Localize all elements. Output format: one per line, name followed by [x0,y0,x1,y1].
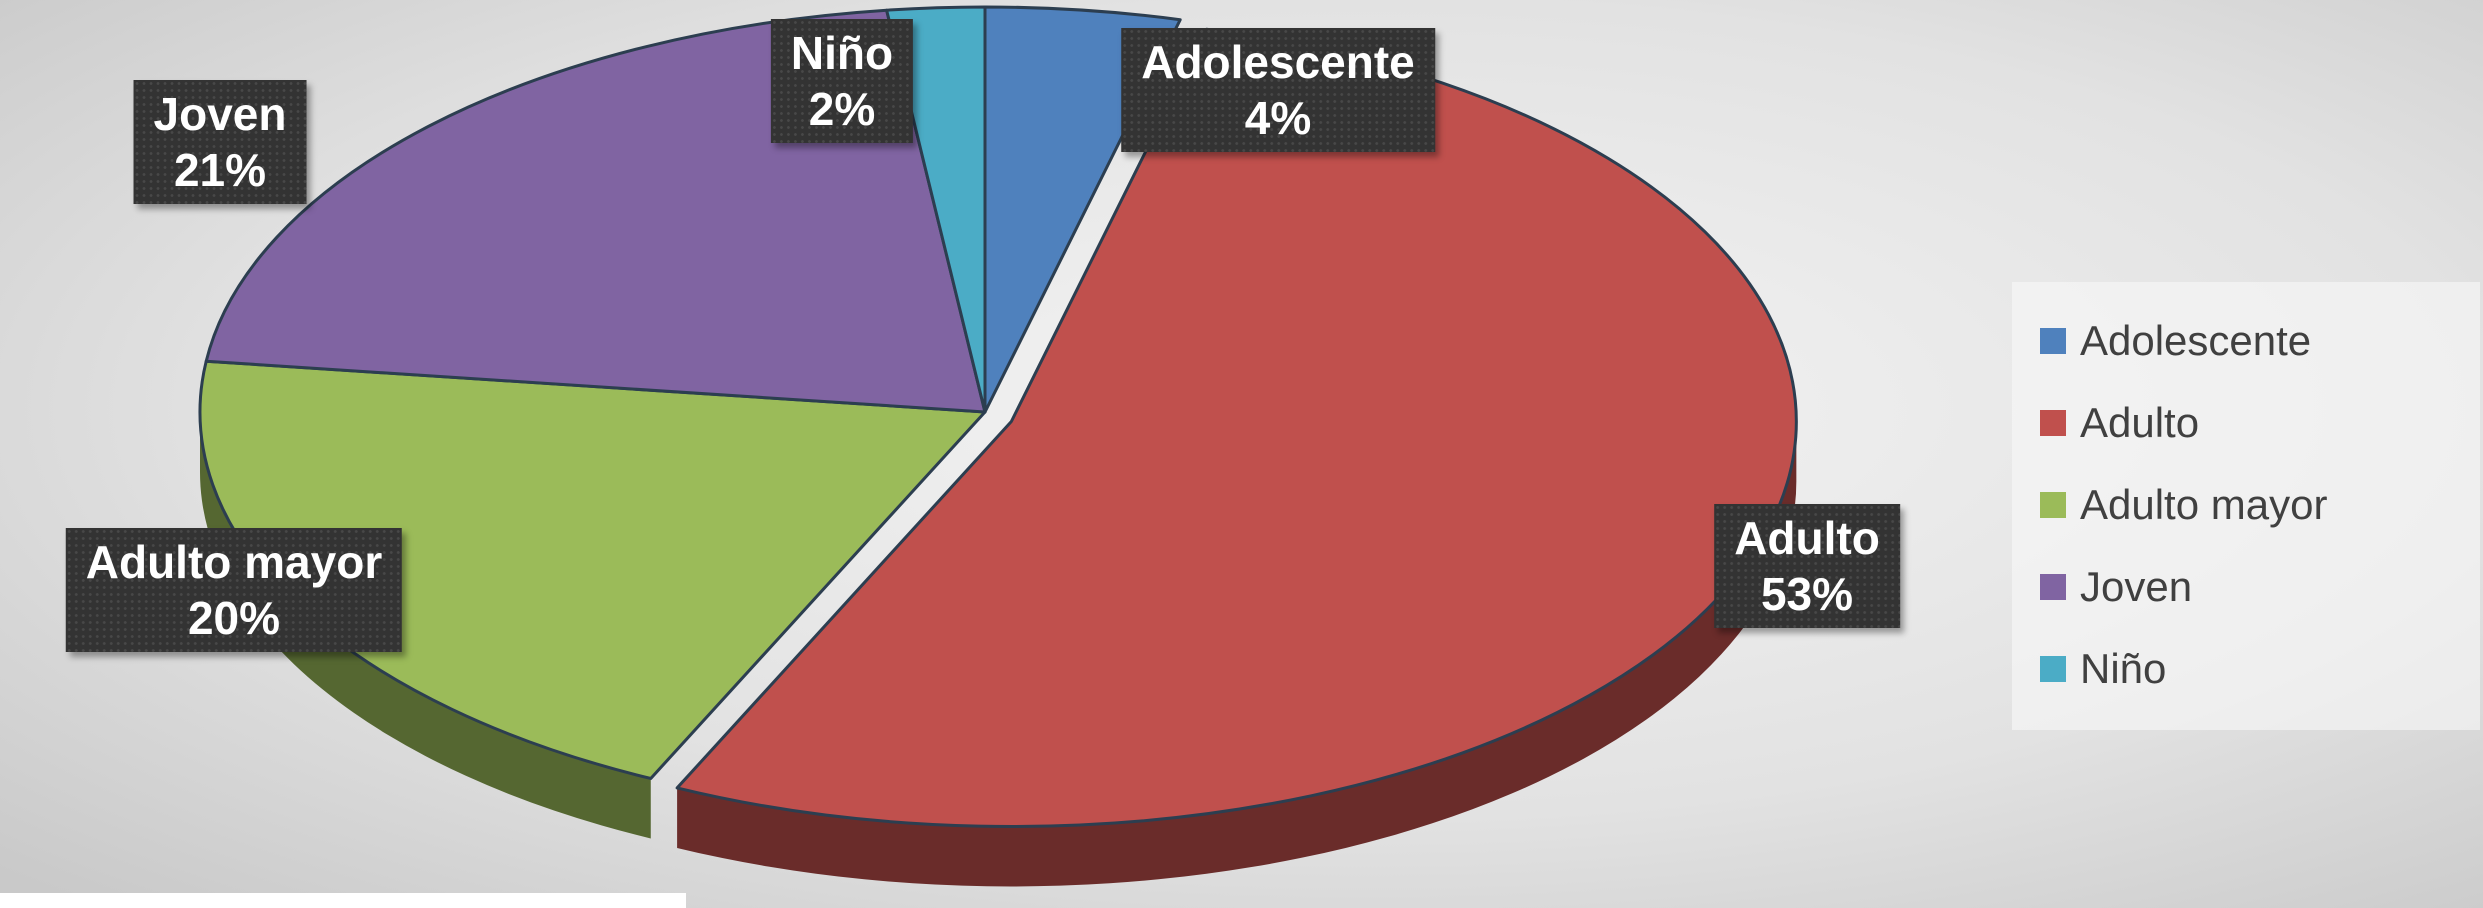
data-label-adolescente: Adolescente 4% [1121,28,1435,152]
slice-side-adulto [677,421,1797,887]
legend-item-adulto: Adulto [2040,382,2480,464]
data-label-nino: Niño 2% [770,19,914,143]
legend-item-adolescente: Adolescente [2040,300,2480,382]
data-label-adulto-mayor: Adulto mayor 20% [65,528,403,652]
data-label-category: Joven [153,88,287,140]
data-label-value: 20% [187,592,281,644]
legend-label: Adolescente [2080,317,2312,364]
chart-legend: Adolescente Adulto Adulto mayor Joven Ni… [2012,282,2480,730]
data-label-category: Adulto [1734,512,1880,564]
legend-swatch [2040,574,2066,600]
legend-swatch [2040,410,2066,436]
legend-swatch [2040,328,2066,354]
corner-white-strip [0,893,686,908]
data-label-adulto: Adulto 53% [1714,504,1900,628]
legend-item-nino: Niño [2040,628,2480,710]
data-label-value: 53% [1760,568,1854,620]
legend-label: Adulto [2080,399,2200,446]
data-label-category: Adulto mayor [85,536,383,588]
legend-label: Niño [2080,645,2167,692]
legend-label: Adulto mayor [2080,481,2328,528]
legend-item-adulto-mayor: Adulto mayor [2040,464,2480,546]
legend-swatch [2040,492,2066,518]
data-label-value: 21% [173,144,267,196]
data-label-category: Niño [790,27,894,79]
data-label-category: Adolescente [1141,36,1415,88]
legend-item-joven: Joven [2040,546,2480,628]
data-label-joven: Joven 21% [133,80,307,204]
legend-swatch [2040,656,2066,682]
data-label-value: 2% [808,83,876,135]
legend-label: Joven [2080,563,2193,610]
data-label-value: 4% [1244,92,1312,144]
